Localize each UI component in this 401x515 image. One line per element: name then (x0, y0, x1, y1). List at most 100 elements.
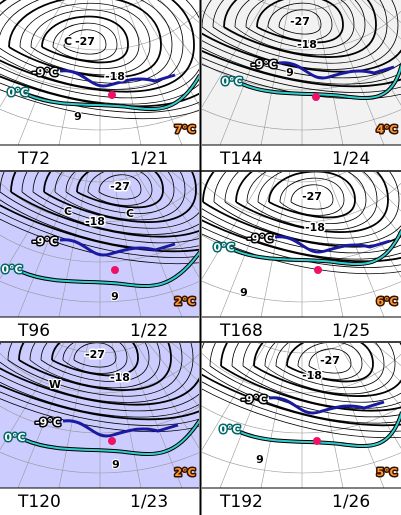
contour-label: 0°C (7, 86, 28, 99)
contour-line (278, 9, 322, 35)
contour-label: -27 (290, 15, 310, 28)
contour-line (202, 63, 401, 100)
zero-isotherm (21, 251, 199, 288)
contour-label: -27 (75, 35, 95, 48)
zero-isotherm (241, 63, 401, 100)
contour-line (224, 172, 400, 239)
graticule (55, 0, 145, 11)
contour-line (202, 343, 401, 424)
graticule (0, 451, 199, 474)
contour-line (297, 343, 363, 380)
contour-line (0, 0, 195, 93)
graticule (202, 108, 401, 131)
graticule (0, 234, 199, 263)
contour-line (0, 391, 199, 426)
graticule (219, 343, 279, 488)
graticule (0, 343, 65, 451)
contour-label: -27 (110, 180, 130, 193)
contour-line (0, 0, 173, 84)
contour-line (245, 0, 355, 50)
forecast-date: 1/26 (332, 492, 370, 512)
zero-isotherm (27, 74, 199, 111)
graticule (202, 0, 267, 108)
contour-line (242, 343, 401, 403)
contour-label: 9 (256, 453, 264, 466)
graticule (219, 0, 279, 145)
contour-label: -9°C (241, 393, 267, 406)
graticule (202, 62, 401, 91)
contour-line (267, 2, 333, 41)
pressure-symbol: W (49, 378, 61, 391)
contour-line (76, 172, 164, 209)
contour-line (0, 367, 199, 406)
contour-line (202, 172, 401, 254)
contour-line (246, 172, 378, 231)
pressure-symbol: C (126, 207, 134, 220)
graticule (17, 172, 77, 317)
forecast-date: 1/25 (332, 321, 370, 341)
contour-line (0, 218, 199, 265)
contour-line (209, 343, 401, 418)
graticule (202, 405, 401, 434)
graticule (202, 280, 401, 303)
contour-line (0, 343, 194, 403)
graticule (123, 0, 183, 145)
contour-line (202, 373, 401, 427)
graticule (0, 181, 199, 223)
contour-line (54, 172, 186, 221)
contour-line (65, 172, 175, 215)
forecast-date: 1/21 (130, 149, 168, 169)
contour-line (308, 348, 352, 374)
graticule (135, 172, 199, 278)
contour-line (256, 0, 344, 44)
contour-line (87, 172, 153, 206)
contour-label: 9 (74, 110, 82, 123)
footer (202, 488, 401, 514)
contour-line (202, 57, 401, 93)
forecast-step: T144 (219, 149, 263, 169)
graticule (202, 343, 267, 451)
temperature-badge: 7°C (174, 123, 195, 136)
graticule (147, 172, 199, 237)
contour-line (40, 343, 150, 383)
temperature-badge: 5°C (376, 466, 397, 479)
map-body: -27 -18 -9°C 0°C 9 5°C (202, 343, 401, 488)
contour-line (202, 226, 401, 268)
forecast-step: T168 (219, 321, 263, 341)
map-panel: -27 -18 -9°C 0°C 9 4°C T144 1/24 (202, 0, 401, 171)
contour-line (231, 343, 401, 409)
graticule (349, 0, 401, 65)
temperature-badge: 6°C (376, 295, 397, 308)
footer (202, 145, 401, 171)
temperature-badge: 4°C (376, 123, 397, 136)
contour-line (223, 0, 377, 58)
map-panel: -27 -18 -9°C 0°C 9 5°C T192 1/26 (202, 343, 401, 514)
graticule (55, 172, 145, 183)
contour-line (18, 343, 172, 391)
contour-line (10, 172, 199, 238)
contour-line (0, 172, 199, 244)
contour-label: -9°C (251, 58, 277, 71)
graticule (0, 108, 199, 131)
graticule (147, 0, 199, 65)
contour-label: 9 (111, 290, 119, 303)
map-body: -27 -18 -9°C 0°C 9 C C 2°C (0, 172, 199, 317)
graticule (219, 172, 279, 317)
contour-line (202, 47, 401, 85)
contour-label: -18 (302, 369, 322, 382)
contour-line (0, 374, 199, 412)
graticule (135, 0, 199, 106)
location-dot (108, 91, 116, 99)
contour-line (212, 0, 388, 64)
graticule (0, 0, 65, 108)
contour-line (29, 343, 161, 389)
contour-line (30, 9, 140, 70)
forecast-date: 1/23 (130, 492, 168, 512)
graticule (337, 0, 401, 106)
contour-line (220, 343, 401, 412)
contour-line (0, 381, 199, 418)
contour-line (0, 199, 199, 250)
forecast-date: 1/24 (332, 149, 370, 169)
footer (0, 145, 199, 171)
contour-line (286, 343, 374, 383)
